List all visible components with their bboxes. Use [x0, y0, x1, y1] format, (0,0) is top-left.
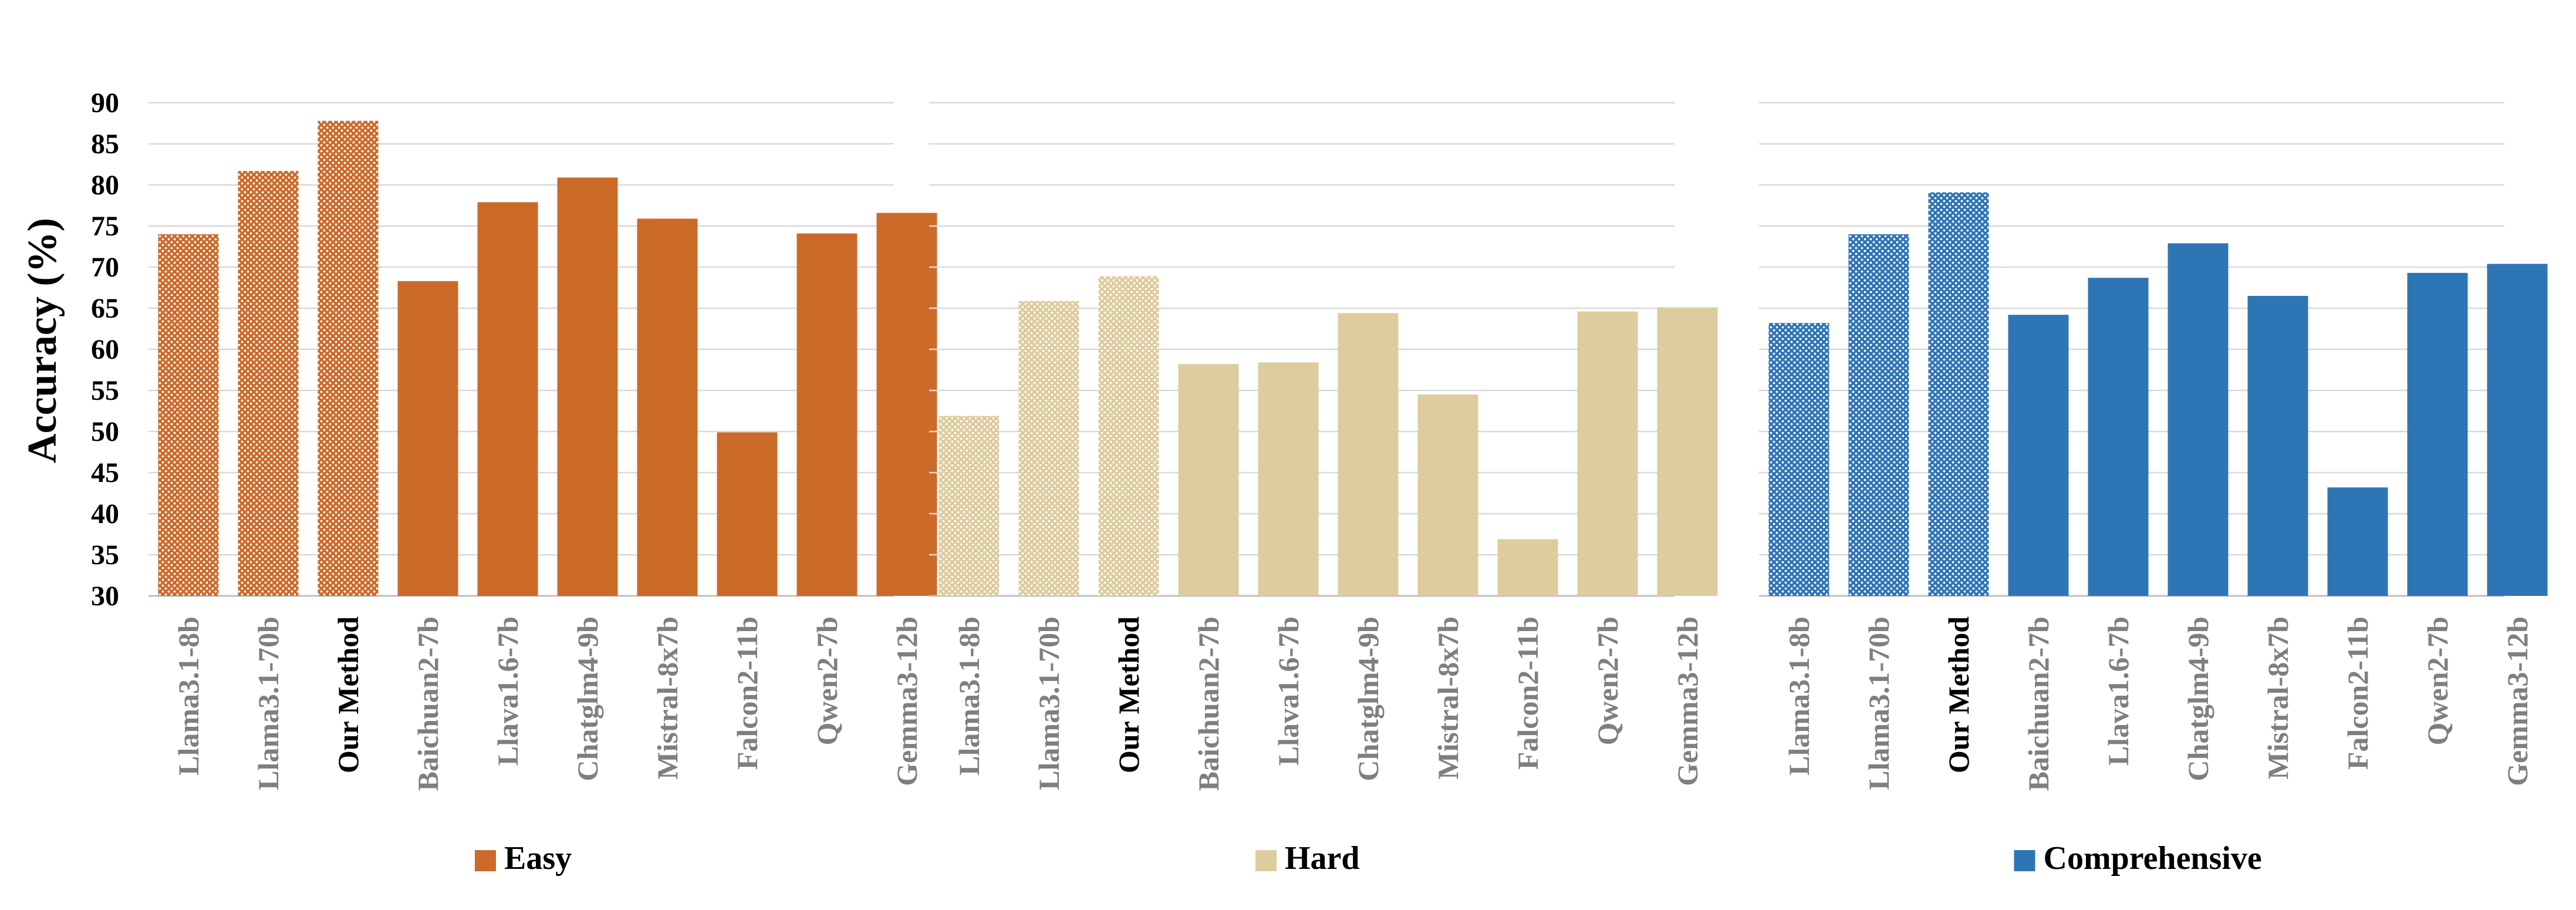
x-tick-label: Qwen2-7b	[2421, 616, 2454, 745]
x-tick-label: Our Method	[332, 616, 364, 773]
bar-llama3-1-8b	[158, 234, 219, 596]
x-tick-label: Gemma3-12b	[2501, 616, 2534, 786]
legend-swatch	[475, 850, 496, 871]
legend-label: Easy	[504, 840, 572, 877]
x-tick-label: Our Method	[1942, 616, 1975, 773]
bar-chatglm4-9b	[557, 177, 618, 596]
x-tick-label: Llama3.1-8b	[172, 616, 205, 776]
panel-comprehensive: Llama3.1-8b Llama3.1-70b Our Method Baichua…	[1759, 102, 2548, 877]
y-tick-label: 60	[91, 334, 119, 365]
bar-gemma3-12b	[876, 213, 937, 596]
bar-our-method	[1928, 192, 1989, 596]
bar-llava1-6-7b	[477, 202, 538, 596]
y-axis-label: Accuracy (%)	[20, 218, 65, 463]
bar-falcon2-11b	[717, 432, 778, 596]
legend-label: Hard	[1285, 840, 1360, 877]
x-tick-label: Chatglm4-9b	[571, 616, 604, 781]
panel-easy: Llama3.1-8b Llama3.1-70b Our Method Baichua…	[148, 102, 937, 877]
bar-llama3-1-8b	[938, 416, 1000, 596]
y-tick-label: 30	[91, 581, 119, 612]
bar-mistral-8x7b	[637, 218, 698, 596]
x-tick-label: Falcon2-11b	[731, 616, 764, 770]
x-tick-label: Our Method	[1112, 616, 1145, 773]
bar-falcon2-11b	[2327, 487, 2388, 596]
x-tick-label: Baichuan2-7b	[1192, 616, 1225, 791]
x-tick-label: Chatglm4-9b	[1352, 616, 1385, 781]
bar-llama3-1-8b	[1768, 323, 1829, 596]
bar-llama3-1-70b	[1848, 234, 1909, 596]
x-tick-label: Falcon2-11b	[1511, 616, 1544, 770]
x-tick-label: Llama3.1-8b	[953, 616, 985, 776]
y-tick-label: 70	[91, 252, 119, 283]
legend-swatch	[2014, 850, 2035, 871]
bar-llama3-1-70b	[238, 171, 299, 596]
legend-label: Comprehensive	[2044, 840, 2262, 877]
bar-qwen2-7b	[1577, 311, 1638, 596]
x-tick-label: Llama3.1-70b	[1032, 616, 1065, 790]
x-tick-label: Qwen2-7b	[1591, 616, 1624, 745]
bar-our-method	[318, 120, 379, 596]
x-tick-label: Mistral-8x7b	[1432, 616, 1464, 780]
x-tick-label: Llava1.6-7b	[2102, 616, 2135, 766]
y-tick-label: 65	[91, 293, 119, 324]
bar-chatglm4-9b	[1338, 313, 1399, 596]
x-tick-label: Llava1.6-7b	[491, 616, 524, 766]
x-tick-label: Llama3.1-70b	[1862, 616, 1895, 790]
y-tick-label: 40	[91, 498, 119, 530]
y-tick-label: 50	[91, 416, 119, 447]
bar-qwen2-7b	[796, 233, 857, 596]
bar-gemma3-12b	[1657, 307, 1718, 596]
bar-baichuan2-7b	[397, 281, 458, 596]
bar-chatglm4-9b	[2168, 243, 2229, 596]
x-tick-label: Mistral-8x7b	[651, 616, 684, 780]
bar-gemma3-12b	[2487, 264, 2548, 596]
y-tick-label: 45	[91, 457, 119, 488]
x-tick-label: Gemma3-12b	[1671, 616, 1704, 786]
y-tick-label: 35	[91, 540, 119, 571]
x-tick-label: Falcon2-11b	[2341, 616, 2374, 770]
x-tick-label: Llama3.1-70b	[252, 616, 285, 790]
bar-baichuan2-7b	[1178, 364, 1239, 596]
y-tick-label: 85	[91, 129, 119, 160]
x-tick-label: Chatglm4-9b	[2182, 616, 2214, 781]
x-tick-label: Baichuan2-7b	[411, 616, 444, 791]
bar-falcon2-11b	[1497, 539, 1558, 596]
bar-baichuan2-7b	[2008, 315, 2069, 596]
bar-our-method	[1098, 276, 1159, 596]
bar-mistral-8x7b	[1417, 395, 1478, 596]
y-tick-label: 80	[91, 170, 119, 201]
x-tick-label: Baichuan2-7b	[2022, 616, 2055, 791]
bar-qwen2-7b	[2407, 272, 2468, 596]
x-tick-label: Gemma3-12b	[890, 616, 923, 786]
bar-llava1-6-7b	[1258, 362, 1319, 596]
bar-llama3-1-70b	[1018, 301, 1079, 596]
x-tick-label: Llava1.6-7b	[1272, 616, 1305, 766]
y-tick-label: 90	[91, 87, 119, 119]
bar-llava1-6-7b	[2088, 278, 2149, 596]
y-tick-label: 55	[91, 375, 119, 406]
y-tick-label: 75	[91, 211, 119, 242]
x-tick-label: Mistral-8x7b	[2261, 616, 2294, 780]
legend-swatch	[1255, 850, 1277, 871]
x-tick-label: Qwen2-7b	[811, 616, 843, 745]
x-tick-label: Llama3.1-8b	[1782, 616, 1815, 776]
bar-mistral-8x7b	[2247, 296, 2308, 596]
panel-hard: Llama3.1-8b Llama3.1-70b Our Method Baichua…	[929, 102, 1718, 877]
